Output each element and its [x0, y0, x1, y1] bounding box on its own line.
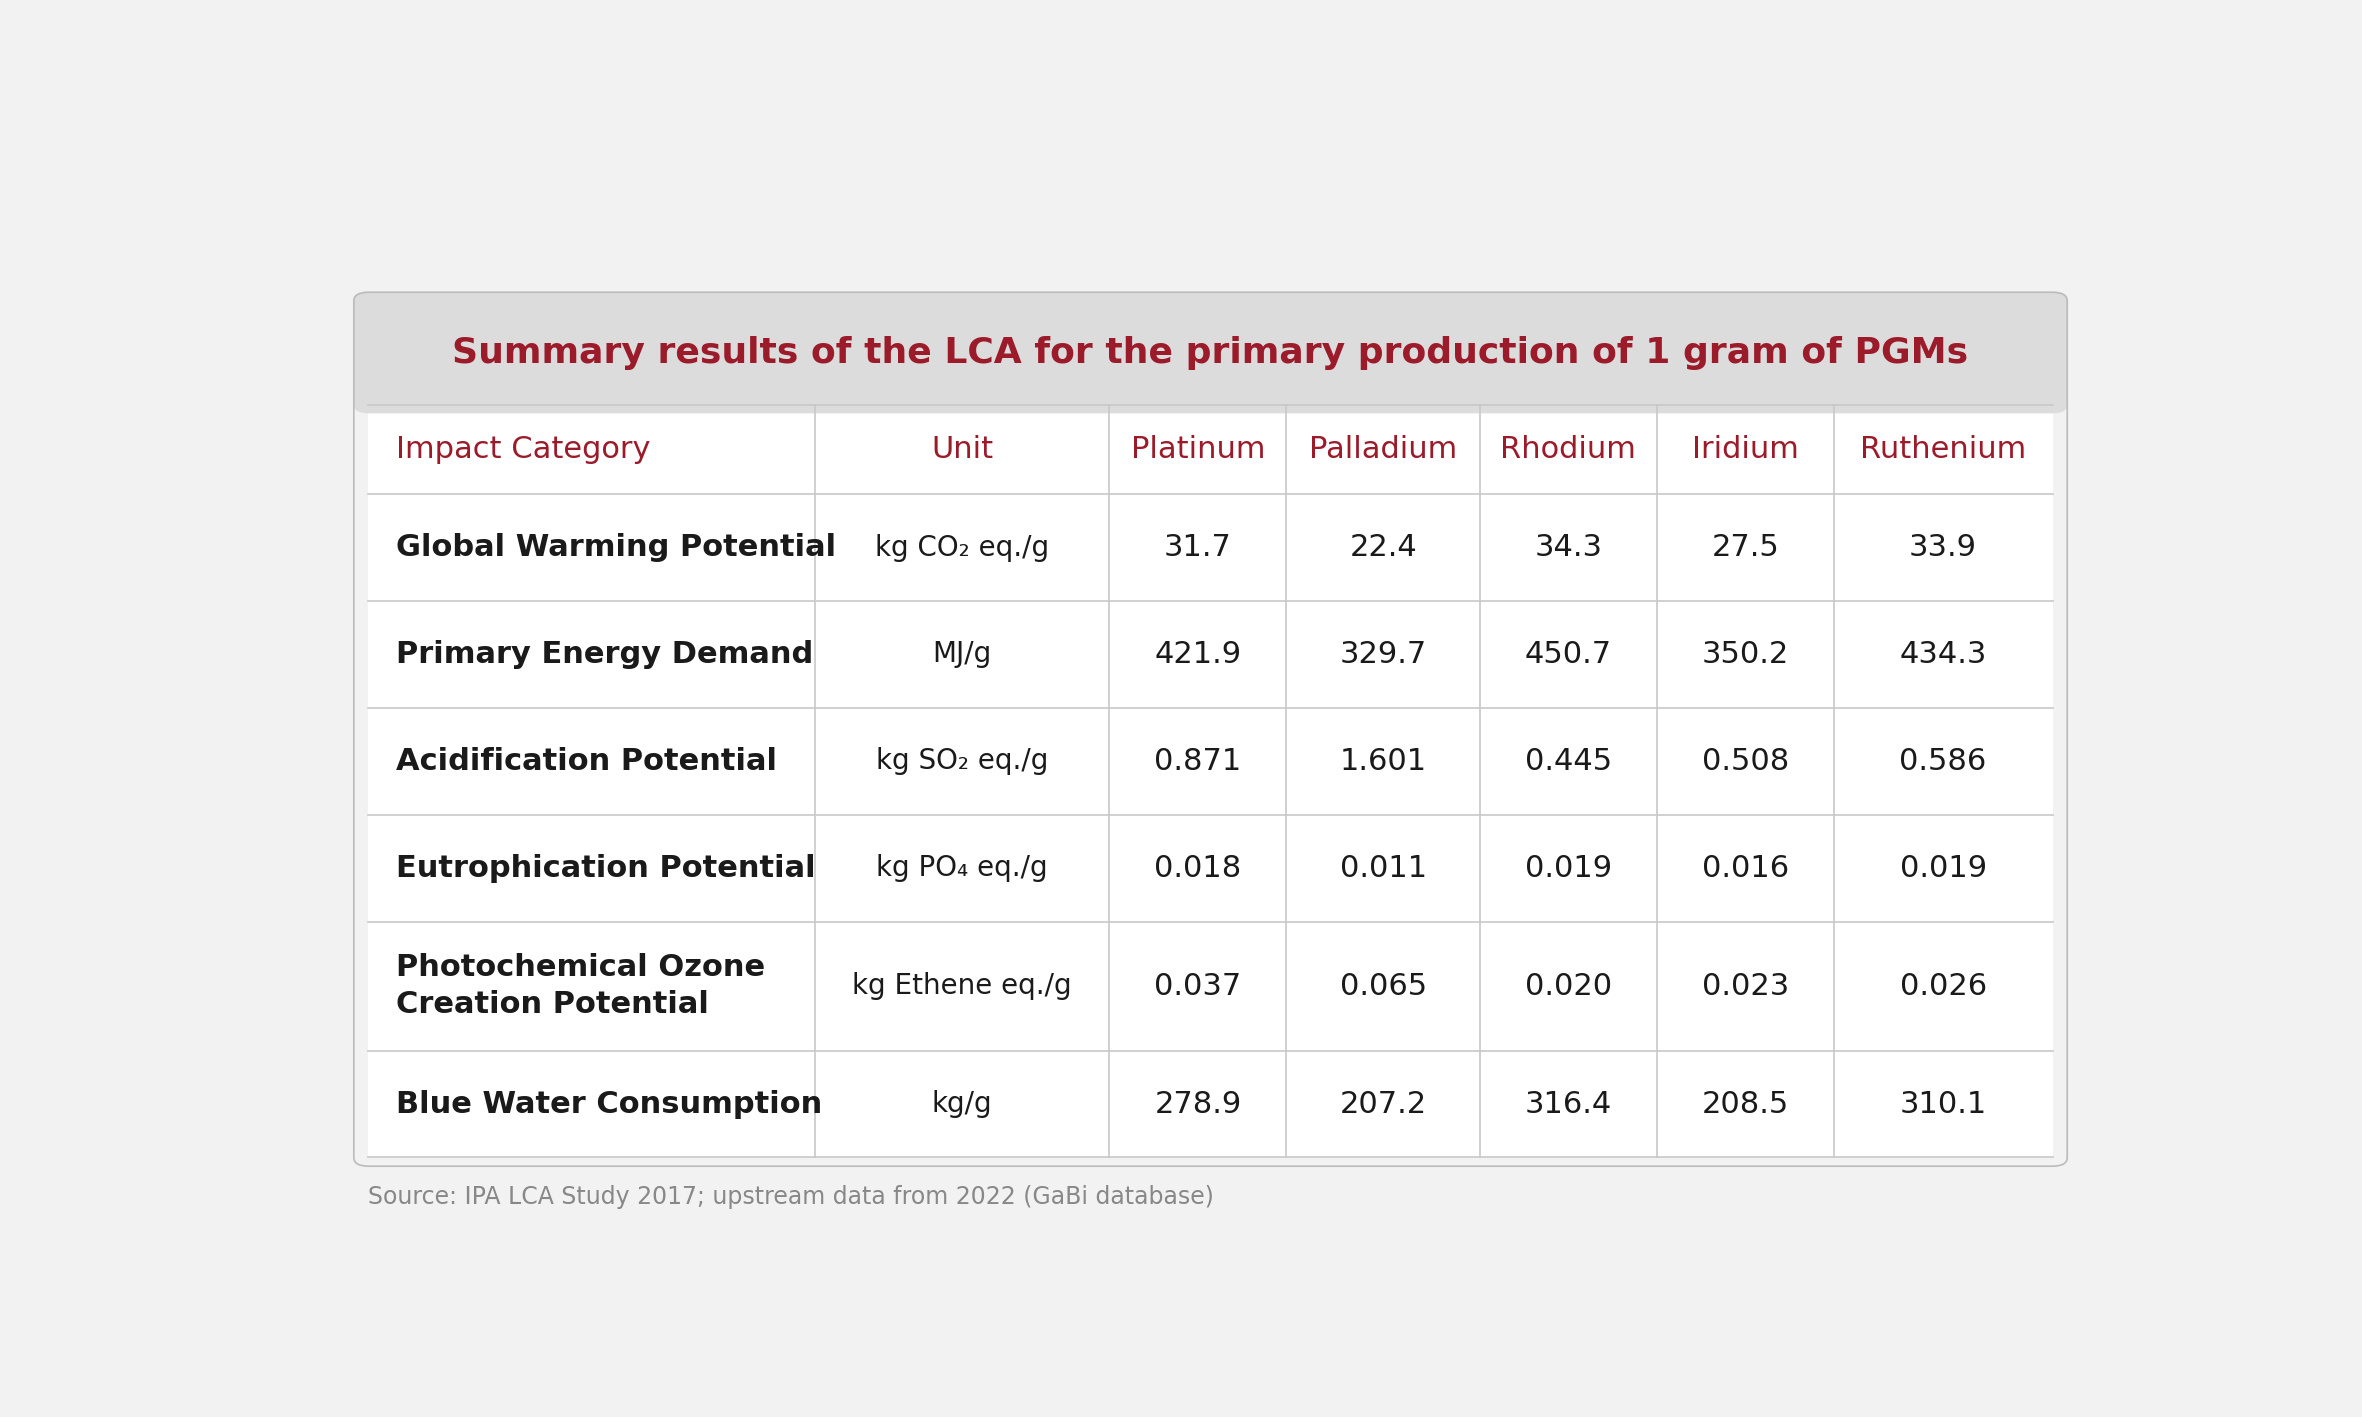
Text: 0.018: 0.018 [1155, 854, 1242, 883]
Text: Rhodium: Rhodium [1500, 435, 1637, 463]
Text: 0.586: 0.586 [1899, 747, 1986, 777]
Text: 0.065: 0.065 [1339, 972, 1427, 1000]
Text: 278.9: 278.9 [1155, 1090, 1242, 1118]
Text: 207.2: 207.2 [1339, 1090, 1427, 1118]
Text: 0.016: 0.016 [1701, 854, 1788, 883]
Text: Blue Water Consumption: Blue Water Consumption [397, 1090, 822, 1118]
Text: 0.019: 0.019 [1899, 854, 1986, 883]
Text: kg SO₂ eq./g: kg SO₂ eq./g [876, 747, 1049, 775]
Text: 0.508: 0.508 [1701, 747, 1788, 777]
Text: Palladium: Palladium [1309, 435, 1457, 463]
Text: kg CO₂ eq./g: kg CO₂ eq./g [874, 534, 1049, 561]
Text: 316.4: 316.4 [1526, 1090, 1611, 1118]
Text: 0.037: 0.037 [1155, 972, 1242, 1000]
Text: 0.020: 0.020 [1526, 972, 1611, 1000]
Text: 421.9: 421.9 [1155, 640, 1242, 669]
Text: 208.5: 208.5 [1701, 1090, 1788, 1118]
Text: Eutrophication Potential: Eutrophication Potential [397, 854, 815, 883]
Text: 0.445: 0.445 [1526, 747, 1611, 777]
Text: Acidification Potential: Acidification Potential [397, 747, 777, 777]
Text: MJ/g: MJ/g [933, 640, 992, 669]
Text: 0.871: 0.871 [1155, 747, 1242, 777]
Text: Photochemical Ozone
Creation Potential: Photochemical Ozone Creation Potential [397, 954, 765, 1019]
Text: Unit: Unit [931, 435, 992, 463]
Bar [368, 405, 2053, 1158]
Text: Source: IPA LCA Study 2017; upstream data from 2022 (GaBi database): Source: IPA LCA Study 2017; upstream dat… [368, 1185, 1214, 1209]
Text: 350.2: 350.2 [1701, 640, 1788, 669]
Text: Ruthenium: Ruthenium [1859, 435, 2027, 463]
Text: Primary Energy Demand: Primary Energy Demand [397, 640, 813, 669]
Text: kg Ethene eq./g: kg Ethene eq./g [853, 972, 1072, 1000]
Text: kg CO2 eq./g: kg CO2 eq./g [872, 534, 1053, 561]
Text: Impact Category: Impact Category [397, 435, 650, 463]
Text: 22.4: 22.4 [1349, 533, 1417, 563]
Text: 0.023: 0.023 [1701, 972, 1788, 1000]
Text: 34.3: 34.3 [1535, 533, 1601, 563]
Text: 33.9: 33.9 [1908, 533, 1977, 563]
Text: 31.7: 31.7 [1164, 533, 1233, 563]
Text: Platinum: Platinum [1131, 435, 1266, 463]
Text: Iridium: Iridium [1691, 435, 1800, 463]
Text: kg PO4 eq./g: kg PO4 eq./g [874, 854, 1051, 883]
Text: 329.7: 329.7 [1339, 640, 1427, 669]
Text: 450.7: 450.7 [1526, 640, 1611, 669]
Text: kg/g: kg/g [931, 1090, 992, 1118]
Text: 0.019: 0.019 [1526, 854, 1611, 883]
Text: 27.5: 27.5 [1712, 533, 1779, 563]
Text: kg PO₄ eq./g: kg PO₄ eq./g [876, 854, 1049, 883]
Text: kg SO2 eq./g: kg SO2 eq./g [872, 747, 1051, 775]
Text: Global Warming Potential: Global Warming Potential [397, 533, 836, 563]
Text: 434.3: 434.3 [1899, 640, 1986, 669]
Text: 0.026: 0.026 [1899, 972, 1986, 1000]
Text: 1.601: 1.601 [1339, 747, 1427, 777]
FancyBboxPatch shape [354, 292, 2067, 414]
Text: Summary results of the LCA for the primary production of 1 gram of PGMs: Summary results of the LCA for the prima… [454, 336, 1968, 370]
Text: 310.1: 310.1 [1899, 1090, 1986, 1118]
Text: 0.011: 0.011 [1339, 854, 1427, 883]
